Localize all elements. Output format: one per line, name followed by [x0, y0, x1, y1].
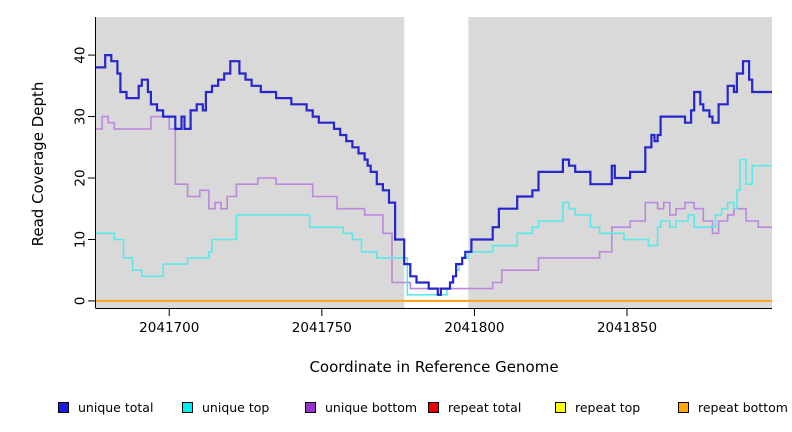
legend-item-repeat-total: repeat total [428, 398, 521, 416]
legend-swatch-icon [678, 401, 689, 413]
legend-item-unique-total: unique total [58, 398, 153, 416]
x-tick-label: 2041700 [139, 320, 199, 336]
series-unique-total [96, 54, 772, 296]
legend-swatch-icon [58, 401, 69, 413]
legend-swatch-icon [428, 401, 439, 413]
y-axis-title: Read Coverage Depth [29, 81, 47, 247]
legend: unique total unique top unique bottom repea… [0, 398, 792, 422]
legend-label: repeat total [448, 399, 522, 415]
legend-label: unique total [78, 399, 154, 415]
legend-label: repeat top [575, 399, 641, 415]
y-tick-label: 40 [73, 47, 89, 64]
y-tick-label: 30 [73, 108, 89, 125]
legend-label: unique bottom [325, 399, 418, 415]
y-tick-label: 20 [73, 169, 89, 186]
legend-swatch-icon [305, 401, 316, 413]
y-tick-label: 10 [73, 231, 89, 248]
legend-label: repeat bottom [698, 399, 788, 415]
x-tick-label: 2041850 [597, 320, 657, 336]
legend-swatch-icon [555, 401, 566, 413]
legend-item-repeat-bottom: repeat bottom [678, 398, 788, 416]
series-unique-top [96, 158, 772, 296]
legend-item-unique-top: unique top [182, 398, 269, 416]
legend-item-repeat-top: repeat top [555, 398, 640, 416]
legend-swatch-icon [182, 401, 193, 413]
coverage-gap-band [404, 17, 469, 308]
y-tick-label: 0 [73, 297, 89, 306]
series-unique-bottom [96, 115, 772, 290]
x-tick-label: 2041750 [292, 320, 352, 336]
x-tick-label: 2041800 [444, 320, 504, 336]
legend-label: unique top [202, 399, 270, 415]
x-axis-title: Coordinate in Reference Genome [309, 358, 559, 376]
legend-item-unique-bottom: unique bottom [305, 398, 417, 416]
